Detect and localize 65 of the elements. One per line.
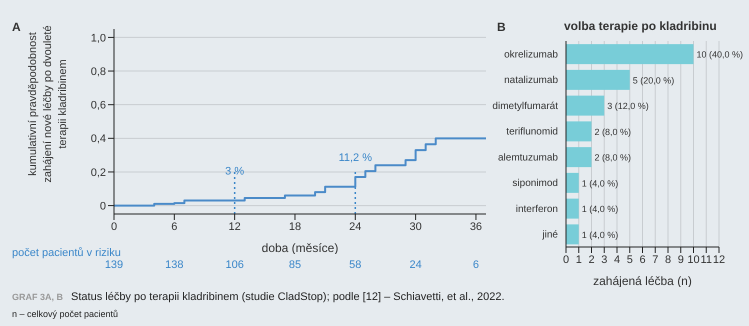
text: Status léčby po terapii kladribinem (studie CladStop); podle [12] – Schiavetti, et al., 2022.	[71, 291, 505, 303]
y-tick-label: natalizumab	[504, 75, 558, 86]
x-tick-label: 0	[110, 220, 118, 233]
y-tick-label: 0	[100, 200, 106, 212]
data-label: 2 (8,0 %)	[594, 126, 632, 137]
bar	[566, 198, 579, 219]
data-label: 10 (40,0 %)	[696, 50, 744, 60]
y-tick-label: jiné	[541, 230, 558, 241]
annotation: 3 %	[225, 166, 244, 178]
x-tick-label: 6	[171, 220, 178, 233]
text: A	[12, 20, 21, 34]
x-tick-label: 9	[678, 254, 684, 266]
x-tick-label: 12	[228, 220, 241, 233]
x-tick-label: 8	[664, 254, 672, 266]
x-tick-label: 18	[288, 220, 302, 233]
text: 138	[164, 259, 184, 271]
x-tick-label: 36	[470, 220, 482, 233]
x-tick-label: 12	[712, 254, 726, 266]
data-label: 1 (4,0 %)	[582, 204, 618, 214]
text: n – celkový počet pacientů	[12, 309, 118, 319]
x-tick-label: 0	[562, 254, 570, 266]
x-tick-label: 2	[588, 254, 595, 266]
text: 85	[288, 259, 302, 271]
y-tick-label: okrelizumab	[504, 49, 558, 60]
bar	[566, 172, 579, 193]
data-label: 1 (4,0 %)	[582, 178, 618, 188]
x-tick-label: 3	[601, 254, 608, 266]
bar	[566, 147, 592, 168]
bar	[566, 96, 604, 116]
data-label: 3 (12,0 %)	[607, 101, 649, 112]
text: 139	[104, 259, 124, 271]
bar	[566, 224, 579, 244]
text: GRAF 3A, B	[12, 292, 64, 302]
data-label: 5 (20,0 %)	[632, 75, 674, 86]
y-tick-label: alemtuzumab	[498, 152, 558, 164]
x-tick-label: 11	[700, 254, 712, 266]
x-tick-label: 7	[652, 254, 658, 266]
y-tick-label: interferon	[516, 204, 558, 215]
y-tick-label: 0,8	[90, 66, 106, 78]
text: počet pacientů v riziku	[12, 247, 121, 259]
x-tick-label: 30	[409, 220, 422, 233]
bar	[566, 121, 592, 142]
text: 106	[224, 259, 245, 271]
y-tick-label: teriflunomid	[506, 126, 558, 138]
x-tick-label: 6	[639, 254, 646, 266]
y-tick-label: siponimod	[512, 178, 558, 190]
annotation: 11,2 %	[338, 152, 372, 164]
y-tick-label: 0,6	[90, 100, 106, 112]
x-tick-label: 10	[687, 254, 700, 266]
chart-title: B	[497, 20, 506, 34]
bar	[566, 70, 630, 90]
x-tick-label: 4	[614, 254, 620, 266]
y-tick-label: dimetylfumarát	[492, 100, 558, 112]
data-label: 1 (4,0 %)	[582, 230, 618, 240]
x-tick-label: 5	[626, 254, 633, 266]
y-tick-label: 1,0	[90, 32, 106, 44]
bar	[566, 44, 694, 64]
y-tick-label: 0,2	[90, 166, 106, 179]
text: 58	[348, 259, 362, 271]
chart-subtitle: volba terapie po kladribinu	[564, 19, 717, 33]
data-label: 2 (8,0 %)	[594, 152, 632, 163]
x-tick-label: 24	[349, 220, 362, 233]
x-tick-label: 1	[576, 254, 582, 266]
y-tick-label: 0,4	[90, 133, 106, 146]
y-axis-title: kumulativní pravděpodobnost zahájení nové léčby po dvouleté terapii kladribinem	[26, 25, 68, 183]
